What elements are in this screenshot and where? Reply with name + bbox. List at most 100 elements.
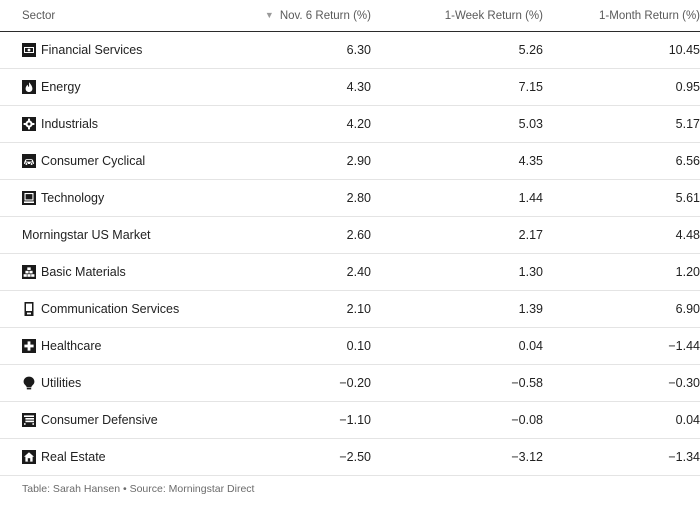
week-return-value: −3.12 <box>374 438 546 476</box>
sector-cell-inner: Morningstar US Market <box>22 228 242 242</box>
sector-cell: Real Estate <box>0 438 242 476</box>
table-row: Basic Materials 2.40 1.30 1.20 <box>0 253 700 291</box>
table-header-row: Sector ▼ Nov. 6 Return (%) 1-Week Return … <box>0 0 700 32</box>
sector-cell: Energy <box>0 68 242 106</box>
week-return-value: 7.15 <box>374 68 546 106</box>
week-return-value: 4.35 <box>374 142 546 180</box>
sector-cell: Basic Materials <box>0 253 242 291</box>
nov6-return-value: 2.60 <box>242 216 374 254</box>
table-row: Communication Services 2.10 1.39 6.90 <box>0 290 700 328</box>
table-source-caption: Table: Sarah Hansen • Source: Morningsta… <box>22 483 255 495</box>
nov6-return-value: −0.20 <box>242 364 374 402</box>
consumer-cyclical-icon <box>22 154 36 168</box>
sector-cell-inner: Technology <box>22 191 242 205</box>
week-return-value: 0.04 <box>374 327 546 365</box>
sector-cell: Utilities <box>0 364 242 402</box>
nov6-return-value: −2.50 <box>242 438 374 476</box>
month-return-value: 4.48 <box>546 216 700 254</box>
week-return-value: 2.17 <box>374 216 546 254</box>
sector-name: Real Estate <box>41 450 106 464</box>
week-return-value: 1.30 <box>374 253 546 291</box>
sector-name: Utilities <box>41 376 82 390</box>
table-row-benchmark: Morningstar US Market 2.60 2.17 4.48 <box>0 216 700 254</box>
month-return-value: −0.30 <box>546 364 700 402</box>
nov6-return-value: 2.90 <box>242 142 374 180</box>
sector-cell: Industrials <box>0 105 242 143</box>
table-row: Consumer Cyclical 2.90 4.35 6.56 <box>0 142 700 180</box>
week-return-value: 5.03 <box>374 105 546 143</box>
sector-name: Communication Services <box>41 302 180 316</box>
week-return-value: −0.58 <box>374 364 546 402</box>
sector-cell: Morningstar US Market <box>0 216 242 254</box>
technology-icon <box>22 191 36 205</box>
sector-cell: Technology <box>0 179 242 217</box>
column-header-1month-return[interactable]: 1-Month Return (%) <box>546 0 700 32</box>
table-row: Real Estate −2.50 −3.12 −1.34 <box>0 438 700 476</box>
nov6-return-value: 0.10 <box>242 327 374 365</box>
sector-cell-inner: Industrials <box>22 117 242 131</box>
nov6-return-value: 4.30 <box>242 68 374 106</box>
energy-icon <box>22 80 36 94</box>
sector-name: Consumer Cyclical <box>41 154 146 168</box>
sector-name: Financial Services <box>41 43 143 57</box>
sort-descending-icon: ▼ <box>264 9 274 20</box>
month-return-value: 1.20 <box>546 253 700 291</box>
sector-cell-inner: Energy <box>22 80 242 94</box>
sector-cell-inner: Consumer Cyclical <box>22 154 242 168</box>
month-return-value: 6.90 <box>546 290 700 328</box>
column-header-1week-return[interactable]: 1-Week Return (%) <box>374 0 546 32</box>
sector-cell: Consumer Defensive <box>0 401 242 439</box>
sector-returns-table-wrapper: Sector ▼ Nov. 6 Return (%) 1-Week Return … <box>0 0 700 476</box>
sector-cell: Healthcare <box>0 327 242 365</box>
week-return-value: −0.08 <box>374 401 546 439</box>
table-row: Utilities −0.20 −0.58 −0.30 <box>0 364 700 402</box>
week-return-value: 1.44 <box>374 179 546 217</box>
month-return-value: −1.34 <box>546 438 700 476</box>
month-return-value: 5.17 <box>546 105 700 143</box>
month-return-value: 5.61 <box>546 179 700 217</box>
sector-cell-inner: Financial Services <box>22 43 242 57</box>
financial-services-icon <box>22 43 36 57</box>
nov6-return-value: 6.30 <box>242 31 374 69</box>
consumer-defensive-icon <box>22 413 36 427</box>
sector-cell: Financial Services <box>0 31 242 69</box>
table-row: Industrials 4.20 5.03 5.17 <box>0 105 700 143</box>
nov6-return-value: 4.20 <box>242 105 374 143</box>
sector-cell-inner: Healthcare <box>22 339 242 353</box>
month-return-value: 10.45 <box>546 31 700 69</box>
sector-cell-inner: Basic Materials <box>22 265 242 279</box>
nov6-return-value: 2.10 <box>242 290 374 328</box>
column-header-nov6-return[interactable]: ▼ Nov. 6 Return (%) <box>242 0 374 32</box>
table-row: Energy 4.30 7.15 0.95 <box>0 68 700 106</box>
sector-name: Energy <box>41 80 81 94</box>
sector-name: Basic Materials <box>41 265 126 279</box>
week-return-value: 1.39 <box>374 290 546 328</box>
industrials-icon <box>22 117 36 131</box>
sector-name: Technology <box>41 191 105 205</box>
real-estate-icon <box>22 450 36 464</box>
table-row: Financial Services 6.30 5.26 10.45 <box>0 31 700 69</box>
column-header-nov6-label: Nov. 6 Return (%) <box>279 9 371 22</box>
week-return-value: 5.26 <box>374 31 546 69</box>
sector-name: Morningstar US Market <box>22 228 151 242</box>
nov6-return-value: −1.10 <box>242 401 374 439</box>
month-return-value: 0.95 <box>546 68 700 106</box>
table-row: Technology 2.80 1.44 5.61 <box>0 179 700 217</box>
sector-name: Industrials <box>41 117 98 131</box>
sector-cell-inner: Real Estate <box>22 450 242 464</box>
sector-cell: Communication Services <box>0 290 242 328</box>
table-row: Healthcare 0.10 0.04 −1.44 <box>0 327 700 365</box>
communication-services-icon <box>22 302 36 316</box>
month-return-value: 6.56 <box>546 142 700 180</box>
sector-cell: Consumer Cyclical <box>0 142 242 180</box>
column-header-sector[interactable]: Sector <box>0 0 242 32</box>
sector-cell-inner: Consumer Defensive <box>22 413 242 427</box>
utilities-icon <box>22 376 36 390</box>
basic-materials-icon <box>22 265 36 279</box>
sector-name: Consumer Defensive <box>41 413 158 427</box>
month-return-value: 0.04 <box>546 401 700 439</box>
nov6-return-value: 2.40 <box>242 253 374 291</box>
table-row: Consumer Defensive −1.10 −0.08 0.04 <box>0 401 700 439</box>
healthcare-icon <box>22 339 36 353</box>
sector-cell-inner: Communication Services <box>22 302 242 316</box>
